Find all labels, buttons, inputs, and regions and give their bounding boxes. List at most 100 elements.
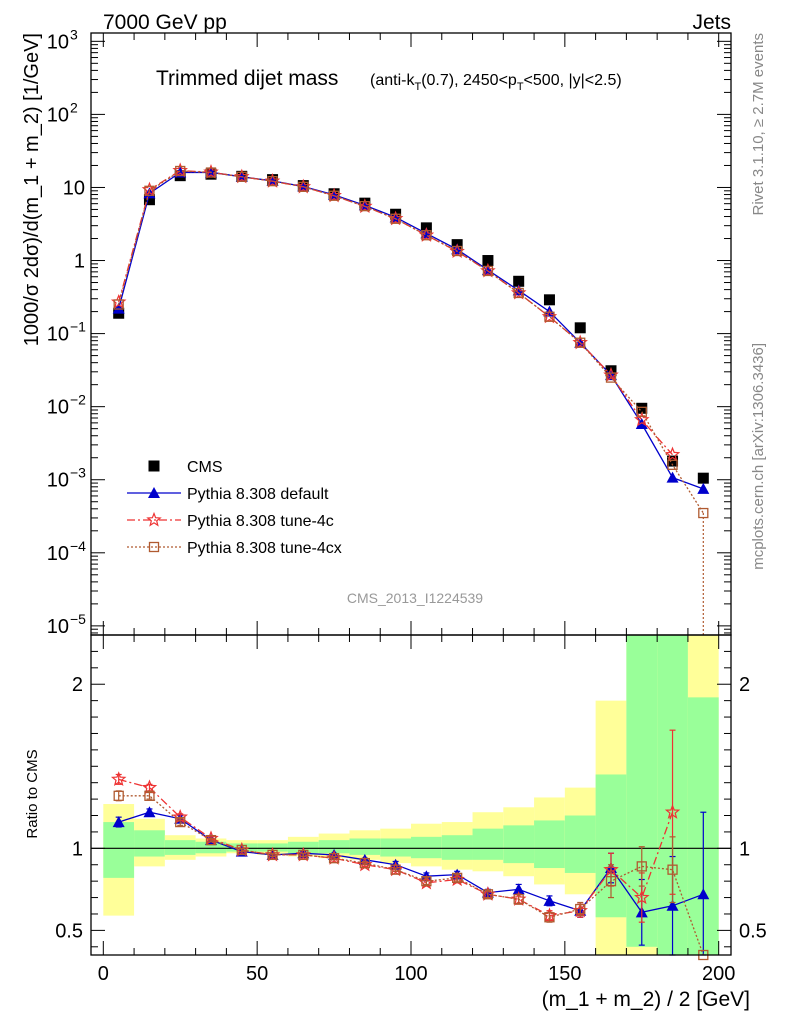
ratio-band-green: [534, 820, 565, 869]
y-tick-label: 1: [74, 251, 85, 273]
ratio-point: [575, 903, 586, 915]
data-point: [635, 417, 648, 429]
ratio-panel: [110, 729, 710, 961]
ratio-point: [328, 853, 340, 864]
data-point: [697, 482, 710, 494]
header-left: 7000 GeV pp: [103, 11, 227, 34]
legend-marker: [148, 541, 160, 553]
legend-marker: [148, 460, 160, 472]
ratio-point: [697, 888, 710, 900]
data-point: [112, 302, 125, 314]
ratio-band-green: [503, 825, 535, 864]
ratio-point: [359, 857, 370, 869]
ratio-point: [605, 876, 617, 887]
main-series: [110, 162, 710, 635]
ratio-band-green: [349, 838, 381, 855]
legend-label: Pythia 8.308 tune-4c: [187, 513, 334, 530]
data-point: [175, 165, 186, 177]
series-line: [118, 170, 704, 514]
ratio-point: [634, 889, 650, 905]
data-point: [666, 471, 679, 483]
data-point: [636, 402, 648, 414]
ratio-point: [421, 876, 432, 887]
data-point: [512, 284, 525, 296]
data-point: [267, 176, 278, 187]
ratio-point: [110, 771, 127, 787]
data-point: [575, 337, 586, 348]
data-point: [544, 311, 555, 322]
y-tick-exponent: −1: [70, 319, 86, 335]
chart-title: Trimmed dijet mass: [156, 67, 338, 90]
y-tick-exponent: 3: [70, 26, 78, 42]
ratio-point: [141, 779, 158, 795]
ratio-point: [112, 816, 125, 828]
x-tick-label: 100: [394, 963, 427, 985]
x-tick-label: 0: [98, 963, 109, 985]
data-point: [298, 181, 309, 192]
data-point: [605, 372, 617, 383]
data-point: [667, 455, 679, 467]
ratio-point: [543, 894, 556, 906]
series-line: [118, 171, 704, 490]
ratio-point: [666, 899, 679, 911]
ratio-y-tick-label: 2: [72, 674, 83, 696]
data-point: [482, 265, 494, 277]
ratio-band-green: [134, 830, 165, 857]
ratio-band-green: [195, 841, 227, 854]
y-tick-exponent: −2: [70, 392, 86, 408]
x-tick-label: 200: [702, 963, 735, 985]
chart-subtitle: (anti-kT(0.7), 2450<pT<500, |y|<2.5): [370, 72, 622, 93]
ratio-band-green: [472, 828, 504, 860]
ratio-point: [544, 912, 555, 923]
data-point: [205, 167, 217, 178]
ratio-point: [512, 883, 525, 895]
data-point: [574, 322, 586, 334]
data-point: [144, 185, 155, 196]
ratio-bands: [91, 635, 731, 955]
data-point: [328, 190, 340, 201]
ratio-band-green: [380, 838, 411, 857]
y-tick-label: 10: [47, 397, 69, 419]
data-point: [667, 459, 678, 470]
x-axis-label: (m_1 + m_2) / 2 [GeV]: [542, 988, 750, 1011]
ratio-band-green: [318, 840, 350, 854]
y-tick-exponent: −5: [70, 611, 86, 627]
ratio-band-green: [441, 835, 473, 860]
ratio-point: [267, 849, 278, 861]
ratio-band-green: [164, 840, 196, 855]
data-point: [421, 230, 432, 241]
y-tick-label: 10: [47, 104, 69, 126]
data-point: [634, 411, 650, 427]
ratio-point: [636, 861, 647, 872]
ratio-point: [482, 889, 494, 900]
ratio-point: [513, 894, 524, 905]
ratio-y-axis-label: Ratio to CMS: [24, 749, 41, 838]
ratio-point: [236, 844, 247, 856]
ratio-band-green: [103, 822, 135, 878]
data-point: [452, 245, 463, 257]
ratio-point: [667, 864, 678, 875]
legend-marker: [148, 487, 160, 498]
ratio-point: [175, 816, 186, 828]
y-tick-label: 10: [63, 177, 85, 199]
data-point: [543, 294, 555, 306]
data-point: [143, 194, 155, 206]
ratio-y-tick-label-right: 2: [739, 674, 750, 696]
mcplots-label: mcplots.cern.ch [arXiv:1306.3436]: [750, 343, 767, 570]
ratio-point: [328, 848, 341, 860]
legend-label: CMS: [187, 459, 223, 476]
data-point: [236, 171, 247, 182]
data-point: [697, 472, 709, 484]
legend: CMS Pythia 8.308 default Pythia 8.308 tune…: [127, 459, 342, 557]
legend-label: Pythia 8.308 default: [187, 486, 329, 503]
y-axis-label: 1000/σ 2dσ)/d(m_1 + m_2) [1/GeV]: [21, 33, 43, 346]
y-tick-label: 10: [47, 324, 69, 346]
data-point: [482, 255, 494, 267]
ratio-point: [143, 806, 156, 818]
x-tick-label: 150: [548, 963, 581, 985]
y-tick-exponent: −3: [70, 465, 86, 481]
data-point: [513, 275, 525, 287]
ratio-y-tick-label: 1: [72, 838, 83, 860]
